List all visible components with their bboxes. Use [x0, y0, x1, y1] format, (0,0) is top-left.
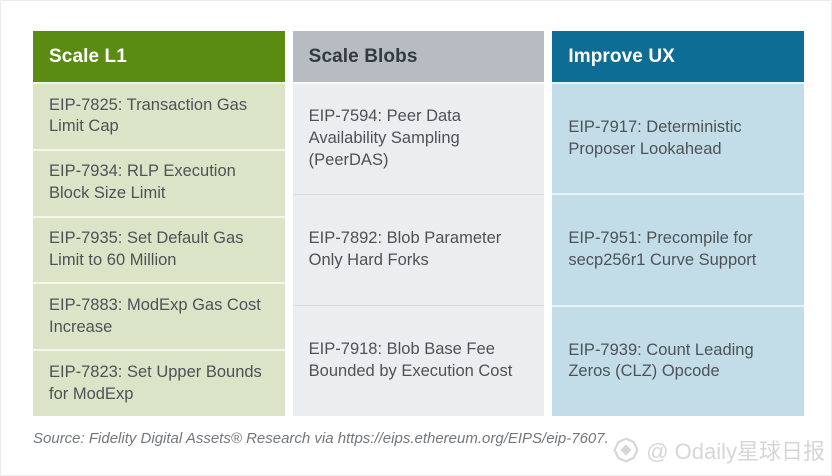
column-scale-l1: Scale L1 EIP-7825: Transaction Gas Limit…: [33, 31, 285, 416]
eip-cell-text: EIP-7939: Count Leading Zeros (CLZ) Opco…: [568, 340, 754, 381]
eip-cell-text: EIP-7825: Transaction Gas Limit Cap: [49, 95, 248, 136]
source-note: Source: Fidelity Digital Assets® Researc…: [33, 430, 609, 447]
watermark-text: @ Odaily星球日报: [646, 439, 825, 464]
eip-table: Scale L1 EIP-7825: Transaction Gas Limit…: [33, 31, 805, 416]
eip-cell: EIP-7939: Count Leading Zeros (CLZ) Opco…: [552, 304, 805, 416]
eip-cell-text: EIP-7883: ModExp Gas Cost Increase: [49, 296, 261, 336]
column-body-scale-l1: EIP-7825: Transaction Gas Limit Cap EIP-…: [33, 84, 285, 416]
column-header-scale-l1: Scale L1: [33, 31, 285, 84]
column-title: Scale L1: [49, 45, 127, 67]
eip-cell: EIP-7825: Transaction Gas Limit Cap: [33, 84, 285, 149]
eip-cell: EIP-7951: Precompile for secp256r1 Curve…: [552, 193, 805, 305]
column-header-scale-blobs: Scale Blobs: [292, 31, 545, 84]
eip-cell: EIP-7918: Blob Base Fee Bounded by Execu…: [292, 305, 545, 416]
column-scale-blobs: Scale Blobs EIP-7594: Peer Data Availabi…: [292, 31, 545, 416]
eip-cell: EIP-7823: Set Upper Bounds for ModExp: [33, 349, 285, 416]
eip-cell: EIP-7917: Deterministic Proposer Lookahe…: [552, 84, 805, 194]
eip-cell-text: EIP-7934: RLP Execution Block Size Limit: [49, 162, 236, 203]
eip-cell-text: EIP-7594: Peer Data Availability Samplin…: [308, 107, 461, 169]
eip-cell-text: EIP-7951: Precompile for secp256r1 Curve…: [568, 229, 757, 269]
eip-cell: EIP-7594: Peer Data Availability Samplin…: [292, 84, 545, 194]
column-header-improve-ux: Improve UX: [552, 31, 805, 84]
odaily-diamond-logo-icon: [613, 437, 639, 463]
column-title: Scale Blobs: [308, 45, 418, 67]
eip-cell-text: EIP-7935: Set Default Gas Limit to 60 Mi…: [49, 229, 244, 269]
eip-cell: EIP-7892: Blob Parameter Only Hard Forks: [292, 194, 545, 305]
eip-cell: EIP-7934: RLP Execution Block Size Limit: [33, 148, 285, 216]
eip-cell: EIP-7883: ModExp Gas Cost Increase: [33, 282, 285, 350]
eip-cell: EIP-7935: Set Default Gas Limit to 60 Mi…: [33, 215, 285, 283]
eip-cell-text: EIP-7892: Blob Parameter Only Hard Forks: [308, 229, 502, 269]
column-body-improve-ux: EIP-7917: Deterministic Proposer Lookahe…: [552, 84, 805, 416]
column-improve-ux: Improve UX EIP-7917: Deterministic Propo…: [552, 31, 805, 416]
eip-cell-text: EIP-7918: Blob Base Fee Bounded by Execu…: [308, 340, 513, 380]
column-body-scale-blobs: EIP-7594: Peer Data Availability Samplin…: [292, 84, 545, 416]
eip-cell-text: EIP-7823: Set Upper Bounds for ModExp: [49, 362, 262, 403]
column-title: Improve UX: [568, 45, 675, 67]
eip-cell-text: EIP-7917: Deterministic Proposer Lookahe…: [568, 117, 742, 158]
odaily-watermark: @ Odaily星球日报: [613, 434, 825, 466]
